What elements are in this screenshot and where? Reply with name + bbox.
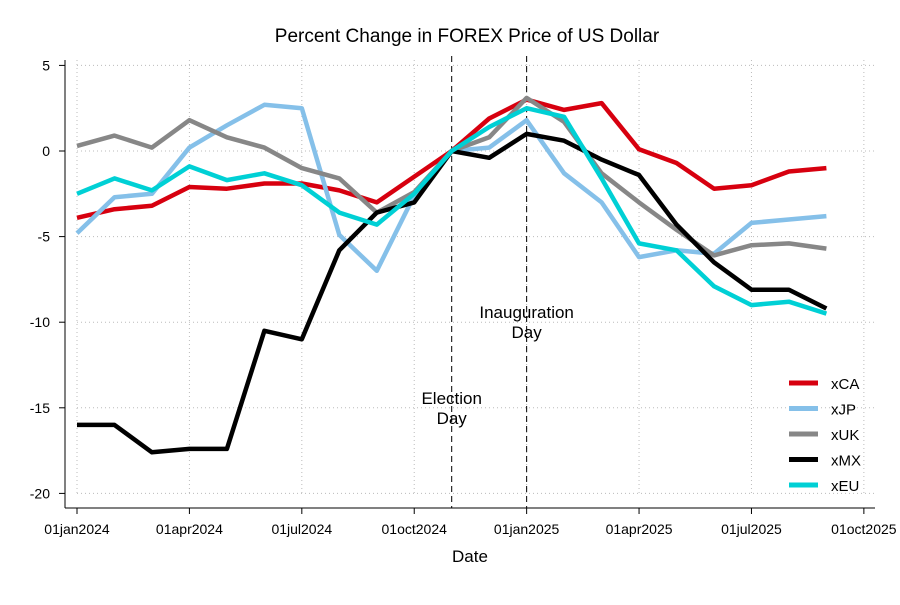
x-tick-label: 01jul2025 [721,521,782,537]
x-tick-label: 01oct2024 [382,521,448,537]
x-tick-label: 01apr2025 [606,521,673,537]
axes: 5 0 -5 -10 -15 -20 01jan2024 01apr2024 01jul2024… [30,57,897,537]
y-tick-label: -15 [30,400,50,416]
legend-label: xEU [831,478,859,495]
event-label: Inauguration [479,303,574,322]
y-tick-label: 5 [42,57,50,73]
event-label: Day [512,323,543,342]
x-tick-label: 01jan2024 [44,521,110,537]
x-axis-label: Date [452,547,488,566]
series-line-xEU [76,105,828,316]
legend-label: xUK [831,427,859,444]
x-tick-label: 01oct2025 [831,521,897,537]
series-lines [75,95,828,455]
legend-label: xCA [831,376,859,393]
x-tick-label: 01apr2024 [156,521,223,537]
chart-title: Percent Change in FOREX Price of US Doll… [275,26,660,47]
x-tick-label: 01jul2024 [271,521,332,537]
y-tick-label: -5 [38,229,51,245]
event-label: Day [437,409,468,428]
legend: xCA xJP xUK xMX xEU [789,376,861,495]
y-tick-label: -20 [30,485,50,501]
y-tick-label: 0 [42,143,50,159]
gridlines [76,60,875,494]
y-tick-label: -10 [30,314,50,330]
event-label: Election [421,389,481,408]
legend-label: xJP [831,402,856,419]
legend-label: xMX [831,453,861,470]
x-tick-label: 01jan2025 [494,521,560,537]
